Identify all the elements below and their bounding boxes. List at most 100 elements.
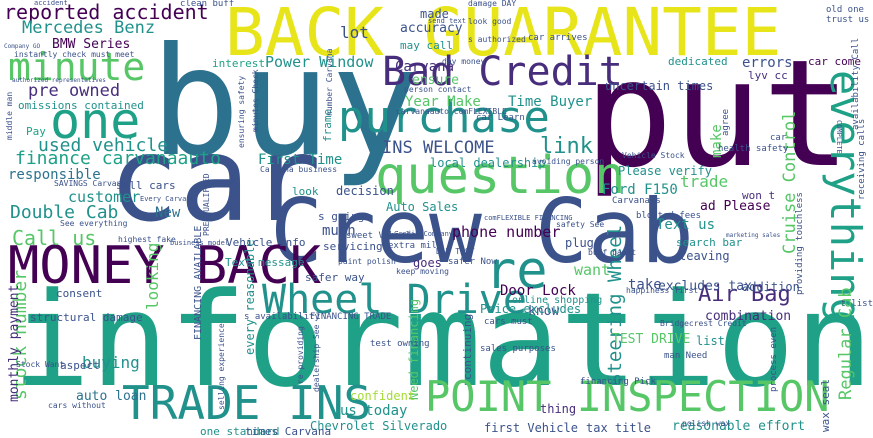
word: middle man <box>5 91 14 140</box>
word: Please verify <box>618 164 712 178</box>
word: clean buff <box>180 0 235 9</box>
word: made <box>420 7 449 21</box>
word: car Learn <box>476 113 525 123</box>
word: instantly check must meet <box>14 50 135 59</box>
word: dealership See <box>312 324 321 392</box>
word: Call us <box>12 226 97 250</box>
word: accuracy <box>400 21 463 36</box>
word: polish wax <box>682 419 731 428</box>
word: times Carvana <box>245 425 332 438</box>
word: confident <box>350 389 416 403</box>
word: much <box>322 223 356 239</box>
word: look <box>292 185 319 198</box>
word: authorized representatives <box>12 77 106 84</box>
word: Need financing <box>407 298 421 400</box>
word: first Vehicle <box>484 421 578 435</box>
word: paint polish <box>338 257 396 266</box>
word: Company GO <box>4 43 41 50</box>
word: sales purposes <box>480 344 556 354</box>
word: damage DAY <box>468 0 517 8</box>
word: New <box>155 205 181 221</box>
word: carvanaauto comFLEXIBLE <box>396 107 507 116</box>
word: Carvana <box>395 59 455 75</box>
word: FINANCING AVAILABLE <box>193 225 204 340</box>
word: information <box>12 264 873 416</box>
word: minutes Check <box>251 69 260 132</box>
word: buying <box>82 353 140 372</box>
word: First Time <box>258 152 343 168</box>
word: Year Make <box>405 94 481 110</box>
word: Power Window <box>265 53 374 71</box>
word: Vehicle Stock <box>622 151 685 160</box>
word: INS WELCOME <box>382 138 495 158</box>
word: tax title <box>586 421 652 435</box>
word: know <box>528 304 560 319</box>
word: Ford F150 <box>602 182 678 198</box>
word: buff paint <box>588 248 637 257</box>
word: Chevrolet Silverado <box>310 419 448 433</box>
word: safety See <box>556 220 605 229</box>
word: POINT INSPECTION <box>425 372 830 421</box>
word: sweet Vehicle <box>346 231 417 241</box>
word: put <box>584 28 852 200</box>
word: combination <box>705 309 792 324</box>
word: s authorized <box>468 35 526 44</box>
word: want <box>574 261 611 279</box>
word: plug <box>565 236 594 250</box>
word: Door Lock <box>500 283 576 299</box>
word: looking <box>143 242 162 310</box>
word: Bad Credit <box>382 49 623 95</box>
word: minute <box>8 45 146 89</box>
word: pre owned <box>28 81 121 101</box>
word: Price excludes <box>480 302 582 316</box>
word: Bridgecrest Credit <box>660 319 747 328</box>
word: TEST DRIVE <box>612 332 691 347</box>
word: thing <box>540 402 577 416</box>
word: buy <box>150 16 421 190</box>
word: comFLEXIBLE FINANCING <box>484 214 573 222</box>
word: re providing <box>296 326 305 384</box>
word: day money <box>442 57 486 66</box>
word: process even <box>769 326 779 392</box>
word: responsible <box>8 167 101 183</box>
word: finance carvanaauto <box>15 148 221 169</box>
word: accident <box>34 0 68 7</box>
word: lyv cc <box>748 69 788 82</box>
word: phone number <box>452 223 561 241</box>
word: reported accident <box>4 0 209 24</box>
word: take <box>628 277 662 293</box>
word: BMW Series <box>52 37 131 52</box>
word: used vehicle <box>38 135 169 156</box>
word: car arrives <box>528 33 588 43</box>
word: car come <box>808 55 861 68</box>
word: COMPLETE <box>835 120 843 154</box>
word: wax seal <box>819 379 832 432</box>
word: free expenses <box>229 165 237 220</box>
word: Carvana s <box>612 196 661 206</box>
word: Vehicle Info <box>226 236 306 249</box>
word: old one <box>826 5 864 15</box>
word: list <box>696 334 725 348</box>
word: lot <box>340 23 369 42</box>
word: interest <box>212 57 265 70</box>
word: TRADE INS <box>122 376 372 430</box>
word: re <box>485 241 548 301</box>
word: Text us <box>656 217 716 233</box>
word: marketing sales <box>726 232 781 239</box>
word: structural damage <box>30 311 143 324</box>
word: sell cars <box>116 179 176 192</box>
word: reasonable effort <box>672 419 806 434</box>
word: Every Carvana <box>140 195 195 203</box>
word: Credit Company <box>394 230 454 238</box>
word: t list <box>840 299 873 309</box>
word: agree <box>721 108 731 136</box>
word: errors <box>742 55 793 71</box>
word: s availability <box>244 312 320 322</box>
word: send text <box>428 17 466 25</box>
word: ensure <box>412 73 459 88</box>
word: PRE QUALIFIED <box>202 173 211 236</box>
word: test owning <box>370 339 430 349</box>
word: Crew Cab <box>270 180 694 283</box>
word: Air Bag <box>698 282 791 307</box>
word: question <box>375 146 626 206</box>
